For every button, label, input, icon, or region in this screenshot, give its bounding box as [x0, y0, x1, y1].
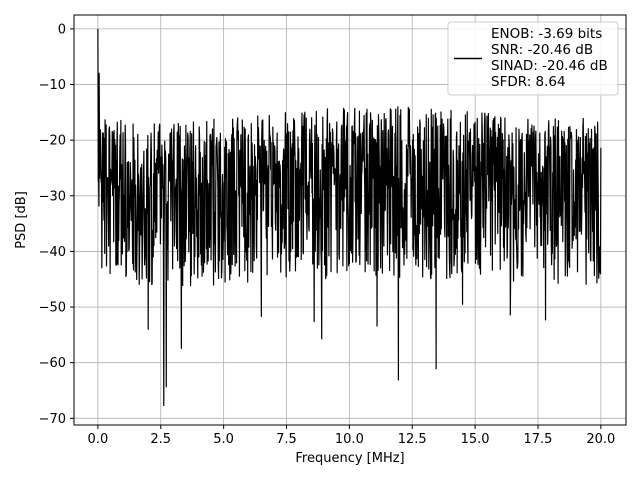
psd-line: [97, 28, 602, 407]
legend: ENOB: -3.69 bits SNR: -20.46 dB SINAD: -…: [447, 21, 619, 96]
y-tick-label: −30: [39, 189, 66, 204]
legend-snr: SNR: -20.46 dB: [491, 42, 593, 58]
axis-ticks: 0.0 2.5 5.0 7.5 10.0 12.5 15.0 17.5 20.0 0 −10 −20 −…: [39, 22, 616, 447]
x-axis-label: Frequency [MHz]: [295, 451, 404, 466]
y-tick-label: 0: [58, 22, 66, 37]
x-tick-label: 7.5: [276, 432, 297, 447]
x-tick-label: 15.0: [461, 432, 490, 447]
legend-sfdr: SFDR: 8.64: [491, 74, 566, 90]
y-axis-label: PSD [dB]: [14, 191, 29, 249]
x-tick-label: 5.0: [213, 432, 234, 447]
x-tick-label: 20.0: [586, 432, 615, 447]
x-tick-label: 17.5: [524, 432, 553, 447]
legend-box: [447, 21, 619, 96]
plot-frame: [73, 14, 627, 426]
y-tick-label: −20: [39, 134, 66, 149]
psd-series: [97, 28, 602, 407]
legend-sinad: SINAD: -20.46 dB: [491, 58, 608, 74]
y-tick-label: −70: [39, 412, 66, 427]
y-tick-label: −60: [39, 356, 66, 371]
y-tick-label: −10: [39, 78, 66, 93]
y-tick-label: −50: [39, 301, 66, 316]
x-tick-label: 12.5: [398, 432, 427, 447]
x-tick-label: 2.5: [150, 432, 171, 447]
x-tick-label: 10.0: [335, 432, 364, 447]
x-tick-label: 0.0: [88, 432, 109, 447]
legend-enob: ENOB: -3.69 bits: [491, 26, 602, 42]
y-tick-label: −40: [39, 245, 66, 260]
